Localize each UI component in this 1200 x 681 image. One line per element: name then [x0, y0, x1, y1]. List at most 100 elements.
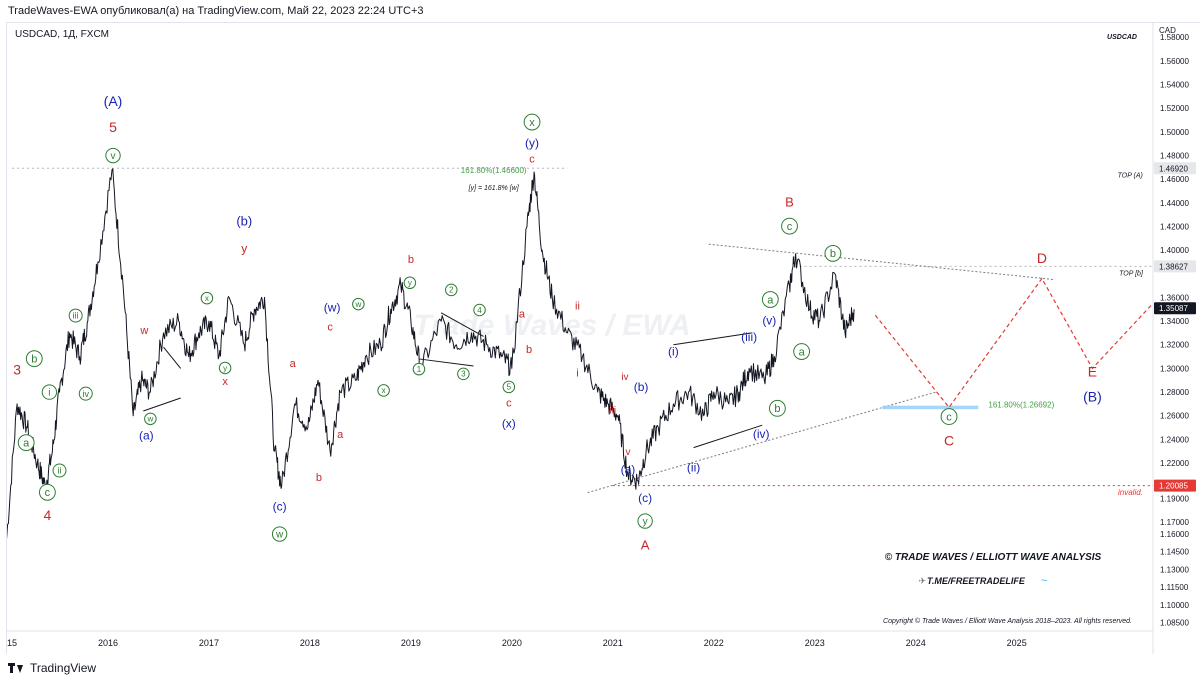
wave-label: y [643, 517, 648, 528]
y-tick-labels: 1.58000 1.56000 1.54000 1.52000 1.50000 1.480… [1160, 33, 1189, 628]
reference-line[interactable] [418, 358, 474, 367]
wave-label: b [526, 344, 532, 356]
wave-label: a [290, 358, 297, 370]
currency-label: CAD [1159, 26, 1176, 35]
wave-label: y [223, 364, 227, 373]
price-badge [1154, 302, 1196, 315]
wave-labels: (A)5v3biaiic4iiiiv(a)wwxxy(b)y(c)wabca(w… [13, 93, 1144, 553]
chart-frame[interactable]: USDCAD, 1Д, FXCM USDCAD CAD Trade Waves … [0, 22, 1200, 654]
y-tick-label: 1.17000 [1160, 518, 1189, 527]
watermark: Trade Waves / EWA [413, 309, 690, 342]
wave-label: E [1088, 364, 1097, 380]
y-tick-label: 1.16000 [1160, 530, 1189, 539]
x-tick-label: 2021 [603, 638, 623, 648]
wave-label: (a) [139, 428, 154, 442]
wave-label: c [946, 411, 952, 423]
y-tick-label: 1.42000 [1160, 222, 1189, 231]
wave-label-circle [17, 434, 35, 452]
y-tick-label: 1.40000 [1160, 246, 1189, 255]
wave-label: a [337, 429, 344, 441]
wave-label-circle [502, 380, 516, 394]
wave-label: D [1037, 250, 1047, 266]
wave-label: iii [73, 311, 79, 321]
wave-label: TOP (A) [1118, 172, 1143, 179]
wave-label-circle [412, 362, 426, 376]
wave-label-circle [637, 513, 653, 529]
telegram-link[interactable]: ✈ T.ME/FREETRADELIFE ~ [918, 575, 1047, 587]
x-tick-label: 2020 [502, 638, 522, 648]
y-tick-label: 1.24000 [1160, 435, 1189, 444]
wave-label-circle [52, 463, 67, 478]
wave-label: (iii) [741, 330, 757, 344]
tradingview-logo-icon [8, 663, 24, 673]
footer[interactable]: TradingView [8, 659, 96, 677]
wave-label: a [519, 309, 526, 321]
chart-title: USDCAD, 1Д, FXCM [15, 29, 109, 40]
wave-label: 4 [43, 507, 51, 523]
y-tick-label: 1.08500 [1160, 619, 1189, 628]
wave-label: v [625, 447, 630, 458]
wave-label: [y] = 161.8% [w] [468, 185, 520, 192]
reference-line[interactable] [143, 397, 181, 412]
y-tick-label: 1.13000 [1160, 565, 1189, 574]
reference-line[interactable] [163, 346, 182, 369]
wave-label: C [944, 432, 954, 448]
x-tick-label: 2024 [906, 638, 926, 648]
wave-label-circle [377, 384, 390, 397]
price-chart[interactable]: USDCAD, 1Д, FXCM USDCAD CAD Trade Waves … [0, 23, 1200, 654]
y-tick-label: 1.56000 [1160, 57, 1189, 66]
y-tick-label: 1.34000 [1160, 317, 1189, 326]
y-tick-label: 1.44000 [1160, 199, 1189, 208]
y-tick-label: 1.50000 [1160, 128, 1189, 137]
price-badge [1154, 162, 1196, 175]
publisher-line: TradeWaves-EWA опубликовал(а) на Trading… [8, 5, 424, 17]
wave-label: iii [609, 405, 616, 416]
y-tick-label: 1.11500 [1160, 583, 1189, 592]
fib-target-zone[interactable] [882, 405, 979, 410]
reference-line[interactable] [673, 332, 753, 346]
reference-lines [12, 167, 1153, 494]
fib-zone-group [882, 405, 979, 410]
wave-label-circle [78, 386, 93, 401]
price-badges: 1.46920 1.38627 1.35087 1.20085 [1154, 162, 1196, 492]
wave-label: (B) [1083, 389, 1102, 405]
y-tick-label: 1.58000 [1160, 33, 1189, 42]
wave-label-circle [38, 483, 56, 501]
wave-label: a [799, 346, 806, 358]
y-tick-label: 1.28000 [1160, 388, 1189, 397]
price-badge-label: 1.35087 [1159, 304, 1188, 313]
wave-label-circle [445, 283, 458, 297]
y-tick-label: 1.19000 [1160, 495, 1189, 504]
price-badge-label: 1.38627 [1159, 262, 1188, 271]
wave-label: b [774, 403, 780, 415]
wave-label: (w) [324, 301, 341, 315]
y-tick-label: 1.22000 [1160, 459, 1189, 468]
wave-label-circle [781, 217, 798, 235]
wave-projection-line[interactable] [874, 277, 1154, 409]
reference-line[interactable] [587, 391, 937, 494]
wave-label-circle [768, 399, 786, 417]
wave-label: invalid. [1118, 488, 1143, 497]
wave-label-circle [761, 291, 779, 308]
copyright-note: Copyright © Trade Waves / Elliott Wave A… [883, 617, 1132, 625]
y-tick-label: 1.30000 [1160, 364, 1189, 373]
wave-label-circle [523, 113, 541, 131]
wave-label: (iv) [753, 427, 770, 441]
x-tick-label: 2015 [7, 638, 17, 648]
wave-label: 161.80%(1.26692) [988, 400, 1054, 409]
footer-brand[interactable]: TradingView [30, 661, 97, 675]
wave-label-circle [473, 303, 486, 317]
y-tick-label: 1.48000 [1160, 151, 1189, 160]
telegram-text[interactable]: T.ME/FREETRADELIFE [927, 576, 1026, 586]
wave-label: (c) [273, 499, 287, 513]
price-badge [1154, 260, 1196, 273]
price-series-line[interactable] [5, 168, 855, 546]
reference-line[interactable] [440, 312, 484, 337]
x-tick-labels: 2015 2016 2017 2018 2019 2020 2021 2022 2023 2024… [0, 638, 1027, 648]
y-tick-label: 1.26000 [1160, 412, 1189, 421]
wave-label-circle [457, 367, 470, 381]
price-series-group [5, 168, 855, 546]
reference-line[interactable] [693, 424, 763, 449]
wave-label: (b) [236, 213, 252, 228]
wave-label: y [241, 241, 247, 255]
